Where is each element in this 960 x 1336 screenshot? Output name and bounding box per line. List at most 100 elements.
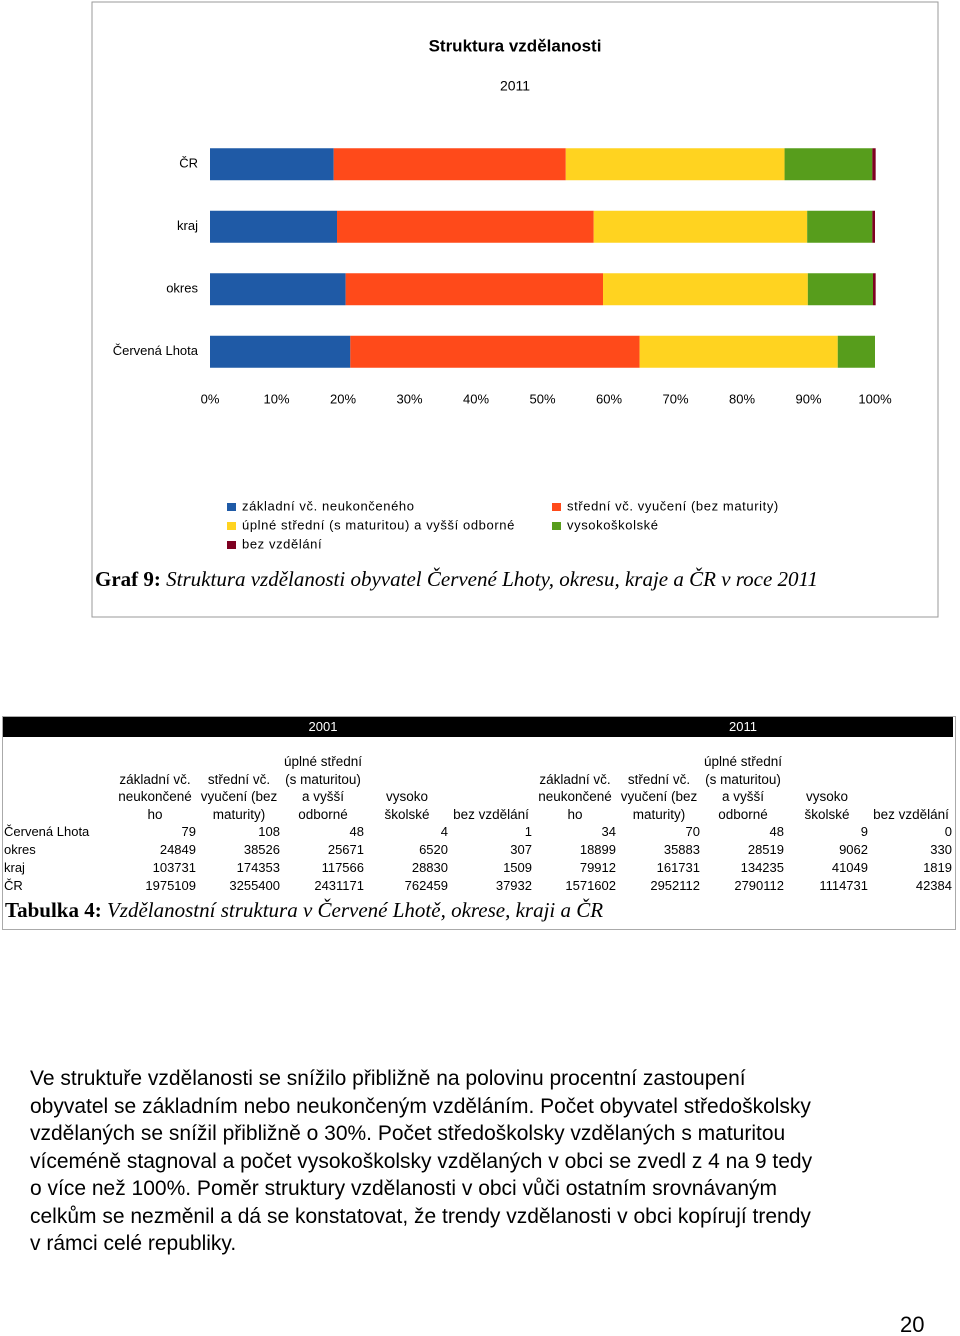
bar-segment [210, 148, 334, 181]
bar-segment [593, 210, 808, 243]
figure-caption: Graf 9: Struktura vzdělanosti obyvatel Č… [95, 567, 818, 591]
cell: 9 [860, 824, 868, 839]
cell: 79912 [579, 860, 616, 875]
column-header: střední vč. vyučení (bez maturity) [620, 771, 698, 822]
cell: 117566 [321, 860, 364, 875]
row-label: ČR [4, 878, 23, 893]
chart-frame [91, 1, 939, 618]
bar-segment [210, 210, 338, 243]
bar-segment [837, 335, 875, 368]
y-tick-label: Červená Lhota [113, 343, 199, 358]
bar-segment [807, 273, 874, 306]
y-tick-label: ČR [179, 156, 198, 171]
cell: 28830 [411, 860, 448, 875]
legend-swatch [227, 522, 236, 530]
column-header: úplné střední (s maturitou) a vyšší odbo… [703, 754, 783, 822]
paragraph-line: v rámci celé republiky. [30, 1232, 237, 1255]
paragraph-line: celkům se nezměnil a dá se konstatovat, … [30, 1204, 811, 1228]
table-row: ČR 1975109 3255400 2431171 762459 37932 157160… [3, 877, 953, 895]
paragraph-line: o více než 100%. Poměr struktury vzdělan… [30, 1177, 777, 1200]
cell: 48 [769, 824, 784, 839]
column-header: základní vč. neukončené ho [118, 771, 192, 822]
cell: 2790112 [734, 878, 784, 893]
cell: 1975109 [145, 878, 196, 893]
chart-title: Struktura vzdělanosti [429, 36, 602, 55]
cell: 1509 [503, 860, 532, 875]
cell: 762459 [404, 878, 448, 893]
x-tick-label: 30% [396, 391, 422, 406]
legend-label: bez vzdělání [242, 536, 322, 551]
y-tick-label: okres [166, 281, 198, 296]
year-header: 2011 [533, 717, 953, 737]
legend-label: vysokoškolské [567, 517, 659, 532]
page-number: 20 [900, 1312, 925, 1336]
header-row: základní vč. neukončené ho střední vč. vy… [3, 737, 953, 823]
table-row: okres 24849 38526 25671 6520 307 18899 35883 285… [3, 841, 953, 859]
cell: 2431171 [314, 878, 364, 893]
table: 2001 2011 základní vč. neukončené ho středn… [3, 717, 953, 895]
cell: 37932 [495, 878, 532, 893]
caption-text: Struktura vzdělanosti obyvatel Červené L… [166, 567, 818, 591]
column-header: střední vč. vyučení (bez maturity) [200, 771, 278, 822]
cell: 1571602 [565, 878, 616, 893]
column-header: vysoko školské [804, 789, 850, 822]
bar-segment [807, 210, 873, 243]
x-tick-label: 50% [529, 391, 555, 406]
legend-swatch [227, 503, 236, 511]
chart: Struktura vzdělanosti 2011 Graf 9: Struk… [91, 1, 939, 618]
paragraph-line: vzdělaných se snížil přibližně o 30%. Po… [30, 1122, 786, 1145]
column-header: úplné střední (s maturitou) a vyšší odbo… [283, 754, 363, 822]
cell: 2952112 [650, 878, 700, 893]
caption-label: Graf 9: [95, 567, 161, 591]
paragraph-line: Ve struktuře vzdělanosti se snížilo přib… [30, 1067, 746, 1090]
x-tick-label: 100% [858, 391, 892, 406]
cell: 70 [685, 824, 700, 839]
x-tick-label: 80% [729, 391, 755, 406]
cell: 1 [524, 824, 532, 839]
cell: 48 [349, 824, 364, 839]
legend-swatch [552, 503, 561, 511]
cell: 6520 [419, 842, 448, 857]
year-header: 2001 [113, 717, 533, 737]
table-row: Červená Lhota 79 108 48 4 1 34 70 48 9 0 [3, 823, 953, 841]
cell: 1114731 [819, 878, 868, 893]
cell: 4 [440, 824, 448, 839]
bar-segment [873, 273, 876, 306]
legend-swatch [552, 522, 561, 530]
table-row: kraj 103731 174353 117566 28830 1509 79912 1617… [3, 859, 953, 877]
cell: 35883 [663, 842, 700, 857]
bar-segment [565, 148, 785, 181]
legend-swatch [227, 541, 236, 549]
year-row: 2001 2011 [3, 717, 953, 737]
cell: 18899 [579, 842, 616, 857]
cell: 307 [510, 842, 532, 857]
corner [3, 717, 113, 737]
cell: 108 [258, 824, 280, 839]
column-header: bez vzdělání [873, 806, 949, 822]
cell: 38526 [243, 842, 280, 857]
bar-segment [350, 335, 640, 368]
legend-label: úplné střední (s maturitou) a vyšší odbo… [242, 517, 515, 532]
cell: 28519 [747, 842, 784, 857]
x-tick-label: 90% [795, 391, 821, 406]
bar-segment [210, 273, 346, 306]
cell: 41049 [831, 860, 868, 875]
row-label: kraj [4, 860, 25, 875]
row-label: Červená Lhota [4, 824, 90, 839]
table-frame: 2001 2011 základní vč. neukončené ho středn… [2, 716, 956, 930]
cell: 0 [944, 824, 952, 839]
bar-segment [210, 335, 351, 368]
table-caption: Tabulka 4: Vzdělanostní struktura v Červ… [5, 898, 603, 923]
x-tick-label: 40% [463, 391, 489, 406]
cell: 174353 [236, 860, 280, 875]
bar-segment [639, 335, 838, 368]
corner [3, 737, 113, 823]
paragraph: Ve struktuře vzdělanosti se snížilo přib… [30, 1065, 812, 1258]
x-tick-label: 10% [263, 391, 289, 406]
cell: 103731 [152, 860, 196, 875]
cell: 34 [601, 824, 616, 839]
row-label: okres [4, 842, 36, 857]
paragraph-line: víceméně stagnoval a počet vysokoškolsky… [30, 1149, 813, 1173]
bar-segment [603, 273, 808, 306]
